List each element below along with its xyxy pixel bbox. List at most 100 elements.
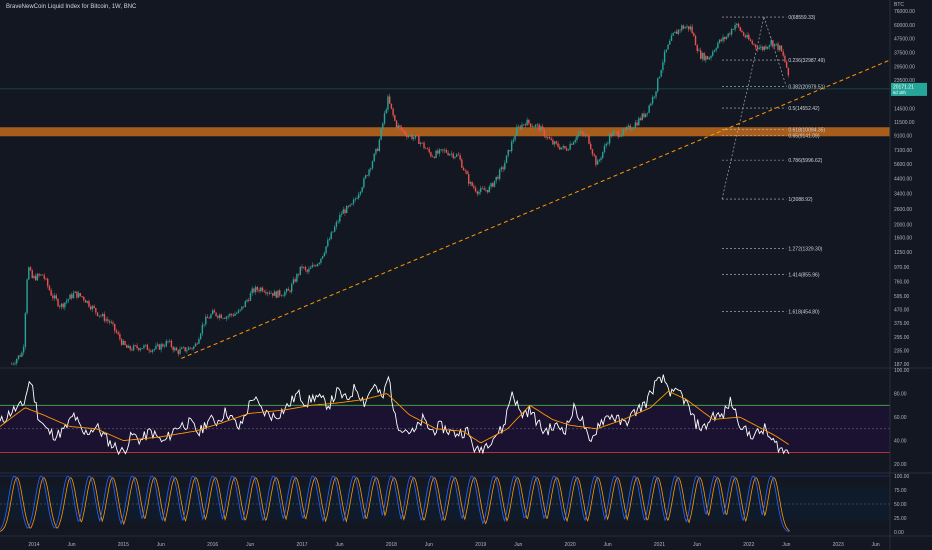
candle-body [742,32,745,36]
candle-body [571,143,573,145]
candle-body [194,343,197,347]
candle-body [739,26,741,31]
candle-body [320,258,322,263]
trendline [181,59,891,359]
time-axis-tick: 2023 [833,542,844,548]
candle-body [371,161,374,169]
candle-body [280,295,283,296]
candle-body [431,156,434,158]
price-axis-tick: 1250.00 [894,250,912,256]
candle-body [629,125,631,130]
candle-body [28,267,30,280]
candle-body [186,349,188,352]
candle-body [215,312,217,317]
candle-body [560,147,563,150]
price-axis-tick: 37500.00 [894,50,915,56]
candle-body [382,123,384,129]
candle-body [175,347,178,351]
price-axis-tick: 235.00 [894,348,910,354]
candle-body [74,291,76,293]
candle-body [165,341,167,347]
candle-body [524,124,527,126]
candle-body [69,294,71,300]
candle-body [694,35,697,46]
candle-body [411,134,413,139]
rsi-pane[interactable] [0,374,890,456]
candle-body [282,295,284,297]
candle-body [95,308,97,313]
candle-body [772,40,774,47]
candle-body [535,124,537,127]
candle-body [779,45,781,50]
candle-body [114,323,116,331]
candle-body [729,33,731,35]
candle-body [449,154,451,156]
candle-body [780,45,783,52]
candle-body [553,141,556,145]
candle-body [543,129,546,137]
candle-body [627,125,630,128]
candle-body [177,350,180,354]
candle-body [517,126,520,128]
candle-body [84,299,87,303]
candle-body [311,265,314,268]
price-axis-tick: 970.00 [894,265,910,271]
candle-body [651,96,654,104]
candle-body [454,156,456,158]
candle-body [306,269,308,272]
candle-body [278,290,281,296]
candle-body [201,324,204,334]
candle-body [67,299,70,301]
candle-body [354,198,356,200]
candle-body [57,298,59,307]
time-axis-tick: Jun [67,542,75,548]
candle-body [548,136,551,139]
candle-body [787,67,790,76]
candle-body [376,148,379,151]
candle-body [352,199,355,204]
candle-body [667,44,669,50]
candle-body [253,288,255,293]
stoch-rsi-pane[interactable] [0,475,890,533]
candle-body [62,303,64,308]
candle-body [639,118,642,120]
rsi-axis-tick: 60.00 [894,415,907,421]
candle-body [442,149,444,151]
candle-body [34,275,37,281]
candle-body [641,113,643,120]
candle-body [297,274,300,275]
candle-body [761,46,764,51]
candle-body [222,318,224,319]
candle-body [636,122,638,126]
candle-body [468,174,470,184]
stoch-d-line [0,477,790,532]
candle-body [33,275,35,279]
candle-body [514,135,516,140]
candle-body [321,256,324,259]
candle-body [510,141,513,152]
candle-body [251,288,253,294]
candle-body [246,300,248,302]
candle-body [265,292,267,294]
candle-body [249,293,252,301]
candle-body [725,36,728,39]
candle-body [540,126,542,131]
price-pane[interactable]: 0(68559.33) 0.236(32987.49) 0.382(20979.51… [0,15,891,366]
candle-body [242,306,245,308]
price-axis-tick: 2600.00 [894,207,912,213]
time-axis-tick: 2019 [475,542,486,548]
candle-body [509,150,511,152]
candle-body [727,33,729,37]
fib-level-label: 0.786(5996.62) [788,158,822,164]
candle-body [481,188,484,189]
candle-body [395,120,398,128]
candle-body [617,131,619,137]
time-axis-tick: 2021 [654,542,665,548]
candle-body [287,288,289,291]
candle-body [64,302,66,308]
candle-body [485,189,487,191]
candle-body [493,180,496,187]
candle-body [488,186,491,193]
candle-body [153,349,155,350]
